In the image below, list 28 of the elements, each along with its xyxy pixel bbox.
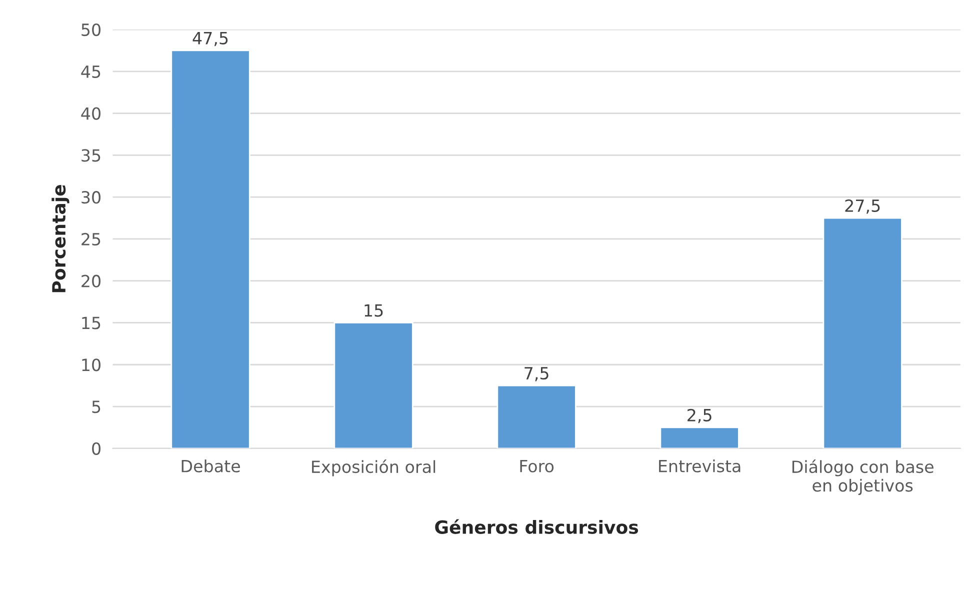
bar (496, 384, 576, 448)
y-tick-label: 5 (92, 400, 100, 414)
y-tick-label: 10 (82, 358, 100, 372)
data-label: 27,5 (845, 199, 880, 214)
y-tick-label: 30 (82, 191, 100, 204)
bar (334, 322, 414, 448)
y-tick-label: 45 (81, 66, 100, 78)
data-label: 15 (364, 304, 383, 317)
y-tick-label: 50 (82, 23, 100, 36)
x-tick-label: Debate (182, 460, 240, 472)
x-tick-label: Foro (520, 460, 554, 472)
y-tick-label: 25 (82, 232, 100, 246)
y-tick-label: 15 (82, 316, 100, 330)
bar (822, 217, 902, 448)
x-tick-label: Diálogo con base en objetivos (792, 460, 934, 495)
bar (170, 50, 250, 448)
data-label: 7,5 (524, 367, 548, 382)
y-tick-label: 20 (82, 274, 100, 288)
y-tick-label: 0 (92, 442, 100, 455)
data-label: 47,5 (192, 32, 228, 46)
data-label: 2,5 (688, 408, 712, 424)
bar (660, 426, 740, 448)
y-tick-label: 40 (81, 107, 100, 120)
y-tick-label: 35 (82, 149, 100, 162)
x-tick-label: Entrevista (659, 460, 740, 472)
x-axis-title: Géneros discursivos (435, 519, 638, 534)
x-tick-label: Exposición oral (312, 460, 436, 476)
y-axis-title: Porcentaje (52, 185, 70, 292)
